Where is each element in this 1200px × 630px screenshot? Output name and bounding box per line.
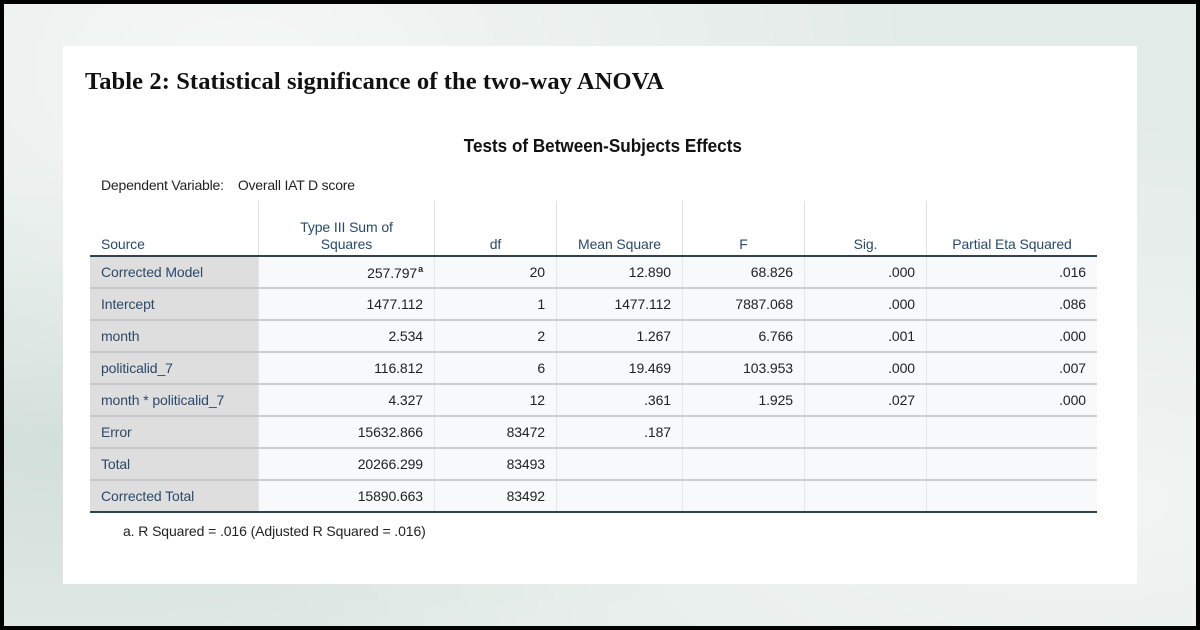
- cell-df: 83492: [434, 479, 557, 513]
- dependent-variable: Dependent Variable: Overall IAT D score: [101, 177, 355, 193]
- cell-ms: .361: [556, 383, 683, 416]
- cell-df: 83472: [434, 415, 557, 448]
- cell-source: politicalid_7: [90, 351, 259, 384]
- table-footnote: a. R Squared = .016 (Adjusted R Squared …: [123, 523, 426, 539]
- table-row: Corrected Total 15890.663 83492: [90, 479, 1097, 513]
- cell-source: Total: [90, 447, 259, 480]
- cell-sig: [804, 447, 927, 480]
- cell-ms: 19.469: [556, 351, 683, 384]
- cell-f: 7887.068: [682, 287, 805, 320]
- col-sum-of-squares: Type III Sum of Squares: [258, 201, 435, 257]
- cell-source: Error: [90, 415, 259, 448]
- table-row: Corrected Model 257.797a 20 12.890 68.82…: [90, 256, 1097, 288]
- cell-f: 6.766: [682, 319, 805, 352]
- table-row: politicalid_7 116.812 6 19.469 103.953 .…: [90, 351, 1097, 384]
- cell-ms: [556, 447, 683, 480]
- cell-sig: .001: [804, 319, 927, 352]
- col-df: df: [434, 201, 557, 257]
- col-source: Source: [90, 201, 259, 257]
- cell-ms: .187: [556, 415, 683, 448]
- table-row: month 2.534 2 1.267 6.766 .001 .000: [90, 319, 1097, 352]
- cell-ms: [556, 479, 683, 513]
- cell-ms: 1477.112: [556, 287, 683, 320]
- col-sig: Sig.: [804, 201, 927, 257]
- table-row: Total 20266.299 83493: [90, 447, 1097, 480]
- document-title: Table 2: Statistical significance of the…: [85, 68, 665, 95]
- cell-sig: .000: [804, 256, 927, 288]
- footnote-marker: a: [418, 263, 423, 274]
- cell-f: 68.826: [682, 256, 805, 288]
- cell-ss: 4.327: [258, 383, 435, 416]
- cell-df: 1: [434, 287, 557, 320]
- col-f: F: [682, 201, 805, 257]
- col-mean-square: Mean Square: [556, 201, 683, 257]
- table-row: month * politicalid_7 4.327 12 .361 1.92…: [90, 383, 1097, 416]
- cell-source: Corrected Total: [90, 479, 259, 513]
- cell-f: [682, 479, 805, 513]
- cell-ss: 15890.663: [258, 479, 435, 513]
- cell-df: 12: [434, 383, 557, 416]
- cell-ss: 116.812: [258, 351, 435, 384]
- dependent-variable-value: Overall IAT D score: [237, 177, 355, 193]
- cell-f: [682, 447, 805, 480]
- cell-f: 103.953: [682, 351, 805, 384]
- table-row: Intercept 1477.112 1 1477.112 7887.068 .…: [90, 287, 1097, 320]
- cell-ss: 20266.299: [258, 447, 435, 480]
- cell-ss: 15632.866: [258, 415, 435, 448]
- cell-ms: 1.267: [556, 319, 683, 352]
- cell-eta: [926, 479, 1097, 513]
- cell-f: 1.925: [682, 383, 805, 416]
- cell-eta: .000: [926, 383, 1097, 416]
- cell-eta: .007: [926, 351, 1097, 384]
- cell-ms: 12.890: [556, 256, 683, 288]
- cell-df: 6: [434, 351, 557, 384]
- table-title: Tests of Between-Subjects Effects: [463, 136, 742, 156]
- cell-ss: 2.534: [258, 319, 435, 352]
- cell-f: [682, 415, 805, 448]
- table-row: Error 15632.866 83472 .187: [90, 415, 1097, 448]
- cell-df: 2: [434, 319, 557, 352]
- cell-source: month: [90, 319, 259, 352]
- cell-sig: [804, 479, 927, 513]
- col-partial-eta-squared: Partial Eta Squared: [926, 201, 1097, 257]
- cell-ss: 257.797a: [258, 256, 435, 288]
- cell-eta: .000: [926, 319, 1097, 352]
- cell-source: Corrected Model: [90, 256, 259, 288]
- cell-sig: .000: [804, 351, 927, 384]
- dependent-variable-label: Dependent Variable:: [101, 177, 224, 193]
- cell-source: month * politicalid_7: [90, 383, 259, 416]
- cell-sig: [804, 415, 927, 448]
- cell-eta: .016: [926, 256, 1097, 288]
- anova-table: Source Type III Sum of Squares df Mean S…: [90, 201, 1097, 513]
- cell-ss: 1477.112: [258, 287, 435, 320]
- cell-sig: .000: [804, 287, 927, 320]
- cell-eta: [926, 415, 1097, 448]
- cell-eta: [926, 447, 1097, 480]
- table-header-row: Source Type III Sum of Squares df Mean S…: [90, 201, 1097, 257]
- document-card: Table 2: Statistical significance of the…: [63, 46, 1137, 584]
- cell-sig: .027: [804, 383, 927, 416]
- cell-df: 83493: [434, 447, 557, 480]
- cell-df: 20: [434, 256, 557, 288]
- cell-source: Intercept: [90, 287, 259, 320]
- cell-eta: .086: [926, 287, 1097, 320]
